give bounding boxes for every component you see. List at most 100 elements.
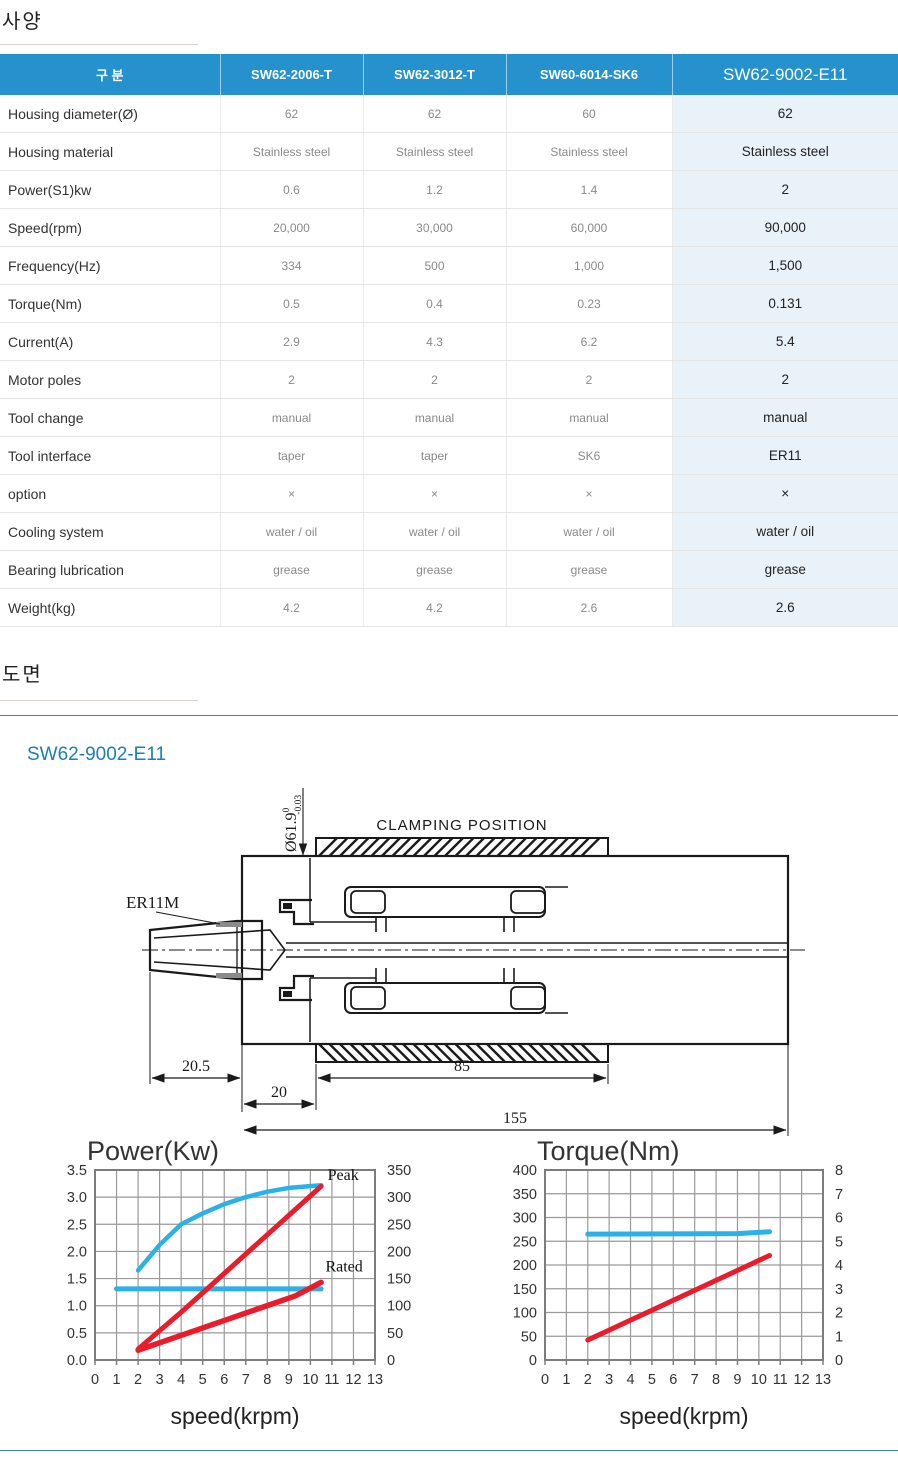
- spec-col-header: SW62-3012-T: [362, 54, 506, 95]
- upper-bearing-unit: [310, 886, 568, 932]
- spec-cell: 2.6: [671, 588, 898, 627]
- svg-text:13: 13: [367, 1372, 383, 1388]
- svg-text:200: 200: [513, 1258, 537, 1274]
- spec-cell: manual: [219, 398, 363, 437]
- spec-cell: manual: [362, 398, 506, 437]
- spec-cell: water / oil: [219, 512, 363, 551]
- svg-text:7: 7: [691, 1372, 699, 1388]
- spec-cell: 4.2: [362, 588, 506, 627]
- spec-row: Housing material Stainless steel Stainless…: [0, 132, 898, 171]
- spec-row-label: Tool change: [0, 398, 220, 437]
- series-rated-torque-red: [585, 1253, 773, 1343]
- svg-text:150: 150: [513, 1282, 537, 1298]
- torque-chart: 0 1 2 3 4 5 6 7 8 9 10 11 12 13 0 50 100 150 200 250 300 350 4…: [478, 1130, 878, 1440]
- spindle-housing-outline: [240, 854, 790, 1046]
- spec-cell: 2: [219, 360, 363, 399]
- spec-table-body: Housing diameter(Ø) 62 62 60 62 Housing mater…: [0, 95, 898, 627]
- spec-row-label: Power(S1)kw: [0, 170, 220, 209]
- series-peak-torque-cyan: [585, 1229, 773, 1237]
- svg-text:50: 50: [387, 1326, 403, 1342]
- section-title-spec: 사양: [2, 11, 43, 33]
- svg-text:250: 250: [513, 1234, 537, 1250]
- svg-text:6: 6: [669, 1372, 677, 1388]
- svg-text:3.0: 3.0: [67, 1190, 87, 1206]
- spindle-cross-section-drawing: CLAMPING POSITION: [126, 788, 805, 1136]
- svg-text:1: 1: [835, 1329, 843, 1345]
- svg-text:400: 400: [513, 1163, 537, 1179]
- svg-text:7: 7: [835, 1187, 843, 1203]
- spec-cell: SK6: [505, 436, 672, 475]
- svg-text:2.5: 2.5: [67, 1217, 87, 1233]
- svg-text:350: 350: [513, 1187, 537, 1203]
- spec-cell: 2: [671, 170, 898, 209]
- svg-text:10: 10: [751, 1372, 767, 1388]
- svg-text:12: 12: [794, 1372, 810, 1388]
- svg-text:11: 11: [773, 1372, 788, 1388]
- svg-text:4: 4: [177, 1372, 185, 1388]
- spec-row-label: Housing diameter(Ø): [0, 95, 220, 133]
- spec-row-label: Bearing lubrication: [0, 550, 220, 589]
- spec-cell: taper: [362, 436, 506, 475]
- spec-cell: 62: [671, 95, 898, 133]
- svg-text:200: 200: [387, 1244, 411, 1260]
- spec-row: Motor poles 2 2 2 2: [0, 360, 898, 399]
- spec-cell: manual: [505, 398, 672, 437]
- spec-row: Power(S1)kw 0.6 1.2 1.4 2: [0, 170, 898, 209]
- spec-cell: 1,000: [505, 246, 672, 285]
- spec-cell: 62: [219, 95, 363, 133]
- spec-row: Torque(Nm) 0.5 0.4 0.23 0.131: [0, 284, 898, 323]
- spec-cell: 60,000: [505, 208, 672, 247]
- spec-cell: ×: [505, 474, 672, 513]
- clamping-position-label: CLAMPING POSITION: [376, 817, 547, 834]
- spec-cell: water / oil: [362, 512, 506, 551]
- spec-cell: grease: [505, 550, 672, 589]
- spec-cell: 90,000: [671, 208, 898, 247]
- spec-cell: 0.5: [219, 284, 363, 323]
- chart-xlabel: speed(krpm): [619, 1403, 748, 1429]
- svg-text:4: 4: [835, 1258, 843, 1274]
- spec-cell: 20,000: [219, 208, 363, 247]
- svg-text:11: 11: [324, 1372, 339, 1388]
- spec-cell: ×: [219, 474, 363, 513]
- dim-total-label: 155: [503, 1110, 527, 1127]
- top-clamp-hatch-bar: [315, 837, 609, 857]
- spec-row: Tool interface taper taper SK6 ER11: [0, 436, 898, 475]
- spec-cell: 0.4: [362, 284, 506, 323]
- spec-row: option × × × ×: [0, 474, 898, 513]
- spec-cell: 30,000: [362, 208, 506, 247]
- svg-text:5: 5: [199, 1372, 207, 1388]
- spec-cell: 2.6: [505, 588, 672, 627]
- section-divider-line: [0, 715, 898, 716]
- spec-row-label: option: [0, 474, 220, 513]
- chart-annotation: Peak: [328, 1167, 359, 1184]
- svg-text:8: 8: [835, 1163, 843, 1179]
- diameter-dimension-label: Ø61.90 -0.03: [282, 795, 304, 852]
- svg-text:12: 12: [345, 1372, 361, 1388]
- dim-clamp-label: 85: [454, 1058, 470, 1075]
- spec-cell: ER11: [671, 436, 898, 475]
- lower-bearing-unit: [310, 968, 568, 1014]
- spec-col-header: SW62-2006-T: [219, 54, 363, 95]
- dim-nose-label: 20.5: [182, 1058, 210, 1075]
- spec-table: 구 분 SW62-2006-T SW62-3012-T SW60-6014-SK6 SW…: [0, 54, 898, 627]
- spec-col-header: SW62-9002-E11: [671, 54, 898, 95]
- svg-text:3: 3: [835, 1282, 843, 1298]
- svg-text:2: 2: [134, 1372, 142, 1388]
- svg-text:8: 8: [263, 1372, 271, 1388]
- spec-cell: Stainless steel: [505, 132, 672, 171]
- svg-text:1.5: 1.5: [67, 1272, 87, 1288]
- svg-text:7: 7: [242, 1372, 250, 1388]
- spec-cell: 60: [505, 95, 672, 133]
- spec-cell: grease: [671, 550, 898, 589]
- svg-text:5: 5: [648, 1372, 656, 1388]
- svg-text:9: 9: [733, 1372, 741, 1388]
- svg-text:250: 250: [387, 1217, 411, 1233]
- series-peak-power-cyan: [135, 1182, 324, 1273]
- spec-cell: 334: [219, 246, 363, 285]
- spec-cell: 2: [671, 360, 898, 399]
- spec-cell: 4.3: [362, 322, 506, 361]
- spec-cell: Stainless steel: [362, 132, 506, 171]
- spec-row: Weight(kg) 4.2 4.2 2.6 2.6: [0, 588, 898, 627]
- spec-row-label: Frequency(Hz): [0, 246, 220, 285]
